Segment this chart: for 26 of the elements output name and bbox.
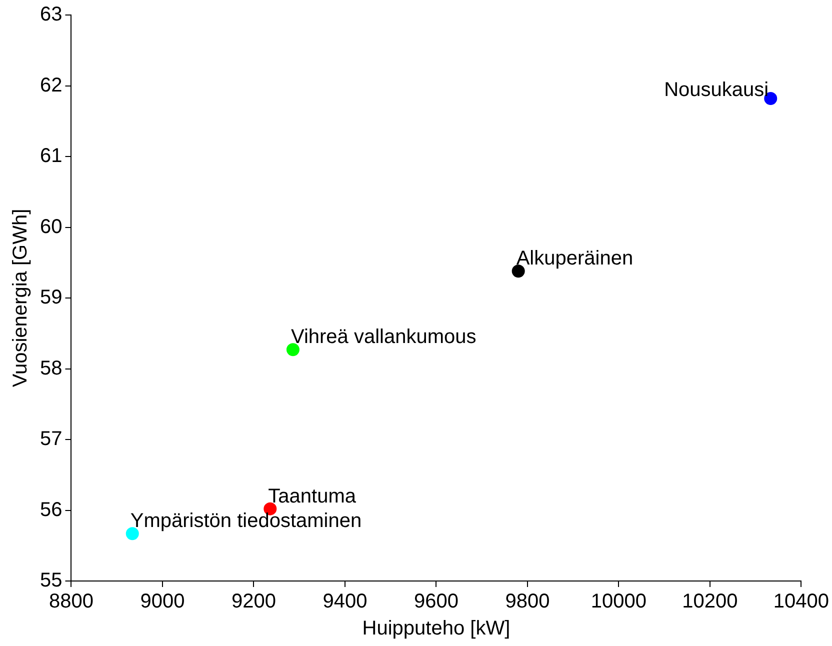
x-tick-label: 8800	[48, 590, 94, 613]
y-axis-title: Vuosienergia [GWh]	[10, 208, 32, 388]
series-label: Nousukausi	[664, 79, 769, 101]
series-label: Vihreä vallankumous	[290, 326, 476, 348]
x-tick-label: 9800	[505, 590, 550, 613]
y-tick-label: 57	[40, 428, 62, 450]
y-tick-label: 59	[40, 286, 62, 309]
series-label: Taantuma	[268, 485, 357, 508]
x-tick-label: 10400	[773, 590, 830, 613]
x-axis-title: Huipputeho [kW]	[362, 618, 510, 640]
point	[286, 343, 300, 356]
y-tick-label: 61	[40, 145, 62, 168]
x-tick-label: 9600	[414, 590, 458, 613]
x-tick-label: 9400	[322, 590, 368, 613]
series-label: Alkuperäinen	[516, 248, 634, 270]
x-tick-label: 9000	[140, 590, 185, 613]
y-tick-label: 60	[40, 216, 62, 238]
x-tick-label: 10200	[682, 590, 738, 613]
series-label: Ympäristön tiedostaminen	[130, 510, 362, 532]
y-tick-label: 58	[40, 357, 62, 380]
y-tick-label: 63	[40, 4, 62, 26]
x-tick-label: 10000	[590, 590, 647, 613]
y-tick-label: 56	[40, 498, 62, 521]
y-tick-label: 55	[40, 570, 62, 592]
x-tick-label: 9200	[231, 590, 276, 613]
y-tick-label: 62	[40, 74, 62, 96]
